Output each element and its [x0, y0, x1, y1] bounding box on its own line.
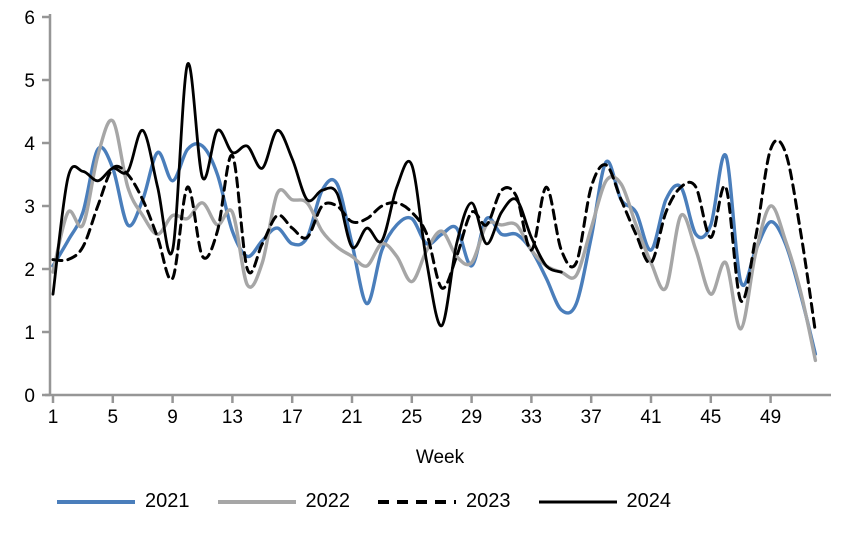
legend-label-2024: 2024 [626, 490, 672, 512]
y-tick-label: 5 [24, 71, 35, 92]
y-tick-label: 1 [24, 323, 35, 344]
y-tick-label: 3 [24, 197, 35, 218]
x-tick-label: 5 [108, 407, 119, 428]
x-tick-label: 37 [581, 407, 602, 428]
x-tick-label: 29 [461, 407, 482, 428]
x-tick-label: 33 [521, 407, 542, 428]
y-tick-label: 4 [24, 134, 35, 155]
y-tick-label: 6 [24, 8, 35, 29]
y-tick-label: 2 [24, 260, 35, 281]
series-line-2024 [51, 62, 563, 328]
x-tick-label: 9 [167, 407, 178, 428]
series-line-2023 [51, 138, 817, 334]
x-tick-label: 13 [222, 407, 243, 428]
series-line-2021 [51, 142, 818, 356]
x-tick-label: 17 [282, 407, 303, 428]
legend-label-2021: 2021 [145, 490, 190, 512]
x-tick-label: 21 [341, 407, 362, 428]
legend-line-2024-icon [538, 500, 617, 503]
legend-line-2021-icon [57, 499, 135, 504]
x-tick-label: 49 [760, 407, 781, 428]
legend-item-2021: 2021 [56, 490, 190, 513]
chart-legend: 2021 2022 2023 2024 [0, 490, 852, 513]
legend-item-2022: 2022 [217, 490, 351, 513]
legend-line-2023-icon [378, 499, 456, 504]
legend-label-2022: 2022 [305, 490, 351, 512]
x-tick-label: 41 [640, 407, 661, 428]
series-line-2022 [51, 118, 818, 363]
legend-item-2023: 2023 [377, 490, 511, 513]
legend-line-2022-icon [217, 499, 296, 504]
x-tick-label: 45 [700, 407, 721, 428]
y-tick-label: 0 [24, 386, 35, 407]
legend-label-2023: 2023 [466, 490, 511, 512]
x-tick-label: 1 [48, 407, 59, 428]
x-axis-title: Week [415, 447, 465, 468]
legend-item-2024: 2024 [538, 490, 672, 513]
x-tick-label: 25 [401, 407, 422, 428]
